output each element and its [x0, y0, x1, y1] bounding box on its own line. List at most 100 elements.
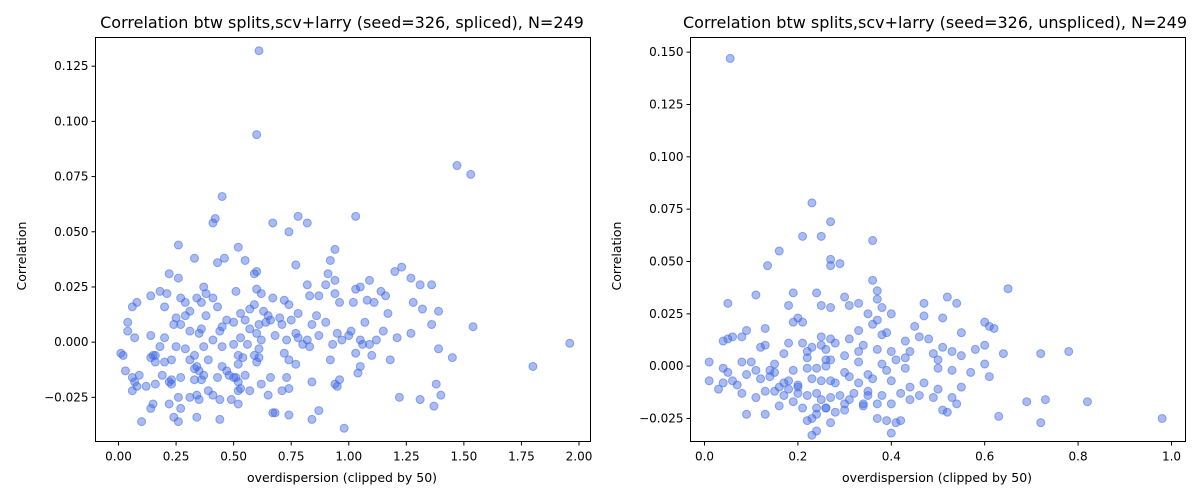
left-chart-point-143	[118, 350, 128, 360]
left-chart-point-110	[270, 331, 280, 341]
right-chart-x-tick-label: 0.4	[882, 450, 901, 464]
right-chart-point-79	[1036, 349, 1046, 359]
left-chart-point-231	[268, 408, 278, 418]
left-chart-point-99	[245, 324, 255, 334]
left-chart-x-tick-label: 0.75	[278, 450, 305, 464]
right-chart-point-14	[854, 298, 864, 308]
right-chart-point-64	[830, 338, 840, 348]
left-chart-point-22	[397, 262, 407, 272]
left-chart-point-94	[254, 319, 264, 329]
right-chart-point-147	[877, 390, 887, 400]
left-chart-point-213	[208, 390, 218, 400]
left-chart-point-111	[314, 331, 324, 341]
right-chart-x-tick-label: 1.0	[1162, 450, 1181, 464]
right-chart-point-92	[891, 355, 901, 365]
right-chart-point-12	[872, 286, 882, 296]
left-chart-point-60	[196, 297, 206, 307]
right-chart-point-191	[844, 395, 854, 405]
left-chart-point-165	[355, 361, 365, 371]
right-chart-point-151	[947, 393, 957, 403]
left-chart-point-187	[127, 372, 137, 382]
left-chart-y-tick-label: 0.075	[54, 170, 88, 184]
left-chart-ticks: 0.00 0.25 0.50 0.75 1.00 1.25 1.50 1.75 2.00 −0.0…	[44, 59, 592, 463]
left-chart-point-220	[436, 390, 446, 400]
right-chart-point-81	[779, 349, 789, 359]
right-chart-point-179	[882, 416, 892, 426]
left-chart-point-10	[302, 218, 312, 228]
right-chart-y-tick-label: 0.050	[649, 254, 683, 268]
left-chart-point-157	[160, 357, 170, 367]
right-chart-x-tick-label: 0.8	[1069, 450, 1088, 464]
left-chart-y-tick-label: 0.000	[54, 335, 88, 349]
left-chart-point-171	[134, 370, 144, 380]
right-chart-y-tick-label: 0.150	[649, 45, 683, 59]
right-chart-point-113	[966, 367, 976, 377]
right-chart-point-192	[816, 395, 826, 405]
right-chart-y-tick-label: 0.000	[649, 359, 683, 373]
left-chart-point-97	[307, 319, 317, 329]
right-chart-point-103	[812, 363, 822, 373]
left-chart-point-214	[192, 390, 202, 400]
left-chart-point-32	[199, 282, 209, 292]
right-chart-point-153	[751, 393, 761, 403]
left-chart-x-tick-label: 0.00	[105, 450, 132, 464]
right-chart-point-3	[816, 231, 826, 241]
left-chart-point-109	[406, 328, 416, 338]
left-chart-point-162	[325, 355, 335, 365]
right-chart-point-180	[891, 418, 901, 428]
right-chart-point-134	[919, 378, 929, 388]
right-chart-point-20	[942, 292, 952, 302]
right-chart-point-28	[877, 303, 887, 313]
left-chart-point-80	[171, 313, 181, 323]
right-chart-point-54	[723, 334, 733, 344]
left-chart-point-13	[233, 242, 243, 252]
right-chart-point-137	[760, 386, 770, 396]
right-chart-point-190	[863, 390, 873, 400]
left-chart-point-185	[196, 375, 206, 385]
right-chart-point-166	[1022, 397, 1032, 407]
right-chart-point-27	[784, 300, 794, 310]
left-chart-point-174	[199, 370, 209, 380]
left-chart-point-4	[217, 191, 227, 201]
left-chart-point-120	[282, 335, 292, 345]
left-chart-point-210	[332, 381, 342, 391]
right-chart-point-165	[952, 399, 962, 409]
right-chart-point-49	[816, 332, 826, 342]
left-chart-point-82	[222, 315, 232, 325]
left-chart-point-3	[466, 169, 476, 179]
left-chart-x-tick-label: 1.00	[335, 450, 362, 464]
left-chart-point-95	[277, 319, 287, 329]
right-chart-point-11	[868, 275, 878, 285]
left-chart-point-26	[164, 269, 174, 279]
left-chart-point-140	[254, 344, 264, 354]
right-chart-point-154	[774, 401, 784, 411]
right-chart-panel: Correlation btw splits,scv+larry (seed=3…	[609, 13, 1187, 485]
left-chart-point-163	[150, 357, 160, 367]
left-chart-point-75	[312, 311, 322, 321]
left-chart-point-28	[173, 273, 183, 283]
left-chart-point-127	[155, 342, 165, 352]
left-chart-point-131	[229, 339, 239, 349]
left-chart-point-194	[130, 377, 140, 387]
right-chart-point-18	[723, 298, 733, 308]
left-chart-point-42	[146, 291, 156, 301]
right-chart-point-178	[872, 413, 882, 423]
left-chart-point-147	[233, 350, 243, 360]
left-chart-point-217	[194, 395, 204, 405]
right-chart-point-171	[802, 416, 812, 426]
left-chart-point-27	[406, 273, 416, 283]
left-chart-point-203	[141, 381, 151, 391]
left-chart-point-233	[284, 410, 294, 420]
left-chart-point-47	[381, 291, 391, 301]
right-chart-point-15	[812, 288, 822, 298]
right-chart-point-110	[933, 363, 943, 373]
left-chart-point-115	[130, 333, 140, 343]
left-chart-point-218	[185, 392, 195, 402]
right-chart-point-162	[886, 399, 896, 409]
right-chart-point-98	[742, 370, 752, 380]
left-chart-point-238	[173, 417, 183, 427]
left-chart-point-50	[208, 293, 218, 303]
right-chart-point-112	[984, 372, 994, 382]
left-chart-point-87	[240, 315, 250, 325]
left-chart-point-119	[256, 335, 266, 345]
